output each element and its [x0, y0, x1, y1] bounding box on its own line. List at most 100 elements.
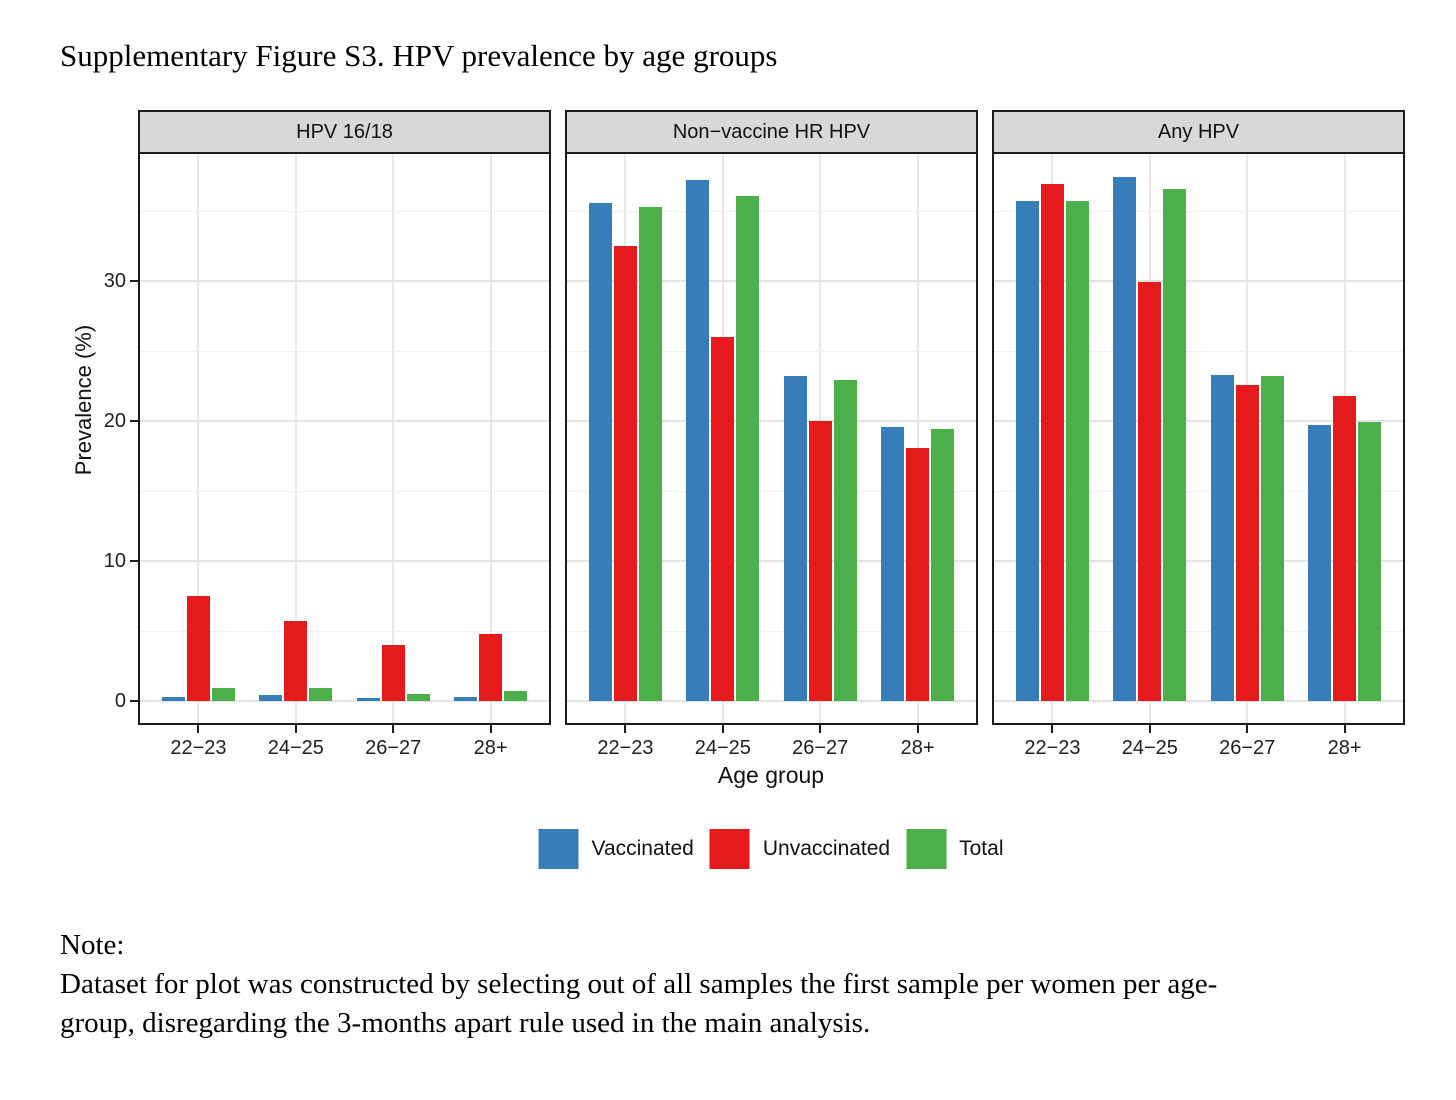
gridline-major	[140, 560, 549, 562]
legend-item-total: Total	[906, 829, 1003, 869]
x-tick-label: 26−27	[1219, 737, 1276, 759]
gridline-vertical	[294, 154, 297, 723]
plot-area	[138, 152, 551, 725]
plot-area	[992, 152, 1405, 725]
gridline-major	[140, 280, 549, 282]
panel-non-vaccine-hr-hpv: Non−vaccine HR HPV	[565, 110, 978, 725]
panel-strip: HPV 16/18	[138, 110, 551, 154]
bar-vaccinated-3	[783, 376, 807, 701]
x-tick	[916, 725, 919, 733]
bar-unvaccinated-3	[808, 421, 832, 701]
gridline-minor	[140, 351, 549, 352]
legend: Vaccinated Unvaccinated Total	[538, 829, 1003, 869]
x-axis-title: Age group	[717, 762, 825, 788]
legend-item-unvaccinated: Unvaccinated	[709, 829, 891, 869]
bar-unvaccinated-3	[1235, 385, 1259, 701]
bar-vaccinated-4	[1308, 425, 1332, 701]
note-line: group, disregarding the 3-months apart r…	[60, 1007, 871, 1039]
bar-vaccinated-1	[588, 203, 612, 701]
bar-vaccinated-4	[881, 427, 905, 701]
gridline-major	[567, 700, 976, 702]
bar-vaccinated-2	[686, 180, 710, 701]
figure-title: Supplementary Figure S3. HPV prevalence …	[60, 38, 778, 73]
bar-vaccinated-2	[259, 695, 283, 701]
bar-vaccinated-1	[161, 697, 185, 701]
y-tick-label: 0	[114, 690, 126, 712]
legend-item-vaccinated: Vaccinated	[538, 829, 694, 869]
y-tick-label: 20	[103, 410, 126, 432]
gridline-vertical	[489, 154, 492, 723]
gridline-major	[140, 700, 549, 702]
gridline-vertical	[916, 154, 919, 723]
panel-strip-label: HPV 16/18	[296, 120, 393, 143]
x-tick-label: 28+	[1327, 737, 1362, 759]
y-tick	[130, 420, 138, 422]
y-tick-label: 10	[103, 550, 126, 572]
gridline-minor	[567, 491, 976, 492]
legend-label: Unvaccinated	[762, 837, 891, 860]
panel-any-hpv: Any HPV	[992, 110, 1405, 725]
gridline-minor	[567, 631, 976, 632]
bar-total-1	[1065, 201, 1089, 701]
x-tick	[489, 725, 492, 733]
bar-total-2	[309, 688, 333, 701]
bar-unvaccinated-4	[906, 448, 930, 701]
bar-total-3	[1260, 376, 1284, 701]
bar-vaccinated-1	[1015, 201, 1039, 701]
bar-total-4	[931, 429, 955, 701]
gridline-major	[567, 560, 976, 562]
panel-strip: Any HPV	[992, 110, 1405, 154]
gridline-major	[567, 280, 976, 282]
bar-vaccinated-3	[356, 698, 380, 701]
x-tick-label: 26−27	[365, 737, 422, 759]
x-tick	[721, 725, 724, 733]
note: Note: Dataset for plot was constructed b…	[60, 926, 1217, 1043]
legend-label: Vaccinated	[591, 837, 694, 860]
gridline-minor	[140, 491, 549, 492]
x-tick-label: 22−23	[170, 737, 227, 759]
gridline-minor	[994, 491, 1403, 492]
bar-vaccinated-2	[1113, 177, 1137, 701]
gridline-minor	[140, 631, 549, 632]
bar-unvaccinated-2	[711, 337, 735, 701]
bar-unvaccinated-4	[479, 634, 503, 701]
gridline-vertical	[197, 154, 200, 723]
panel-strip-label: Any HPV	[1157, 120, 1240, 143]
legend-swatch-icon	[538, 829, 579, 869]
note-line: Dataset for plot was constructed by sele…	[60, 968, 1218, 1000]
x-tick	[1246, 725, 1249, 733]
bar-unvaccinated-2	[284, 621, 308, 701]
bar-unvaccinated-3	[381, 645, 405, 701]
panel-strip-label: Non−vaccine HR HPV	[672, 120, 871, 143]
x-tick	[392, 725, 395, 733]
gridline-minor	[140, 211, 549, 212]
x-tick	[624, 725, 627, 733]
bar-unvaccinated-1	[1040, 184, 1064, 701]
x-tick-label: 22−23	[597, 737, 654, 759]
y-tick-label: 30	[103, 270, 126, 292]
gridline-minor	[567, 351, 976, 352]
note-heading: Note:	[60, 929, 125, 961]
bar-total-2	[1163, 189, 1187, 701]
gridline-major	[994, 280, 1403, 282]
bar-unvaccinated-1	[613, 246, 637, 701]
gridline-major	[994, 560, 1403, 562]
gridline-minor	[994, 631, 1403, 632]
y-tick	[130, 700, 138, 702]
bar-total-4	[1358, 422, 1382, 701]
gridline-major	[994, 420, 1403, 422]
x-tick-label: 24−25	[1121, 737, 1178, 759]
gridline-minor	[994, 211, 1403, 212]
x-tick-label: 28+	[473, 737, 508, 759]
bar-unvaccinated-2	[1138, 282, 1162, 701]
x-tick	[1148, 725, 1151, 733]
bar-total-3	[833, 380, 857, 701]
gridline-vertical	[392, 154, 395, 723]
bar-total-1	[211, 688, 235, 701]
bar-total-1	[638, 207, 662, 701]
bar-total-3	[406, 694, 430, 701]
bar-vaccinated-4	[454, 697, 478, 701]
x-tick	[1051, 725, 1054, 733]
x-tick-label: 28+	[900, 737, 935, 759]
